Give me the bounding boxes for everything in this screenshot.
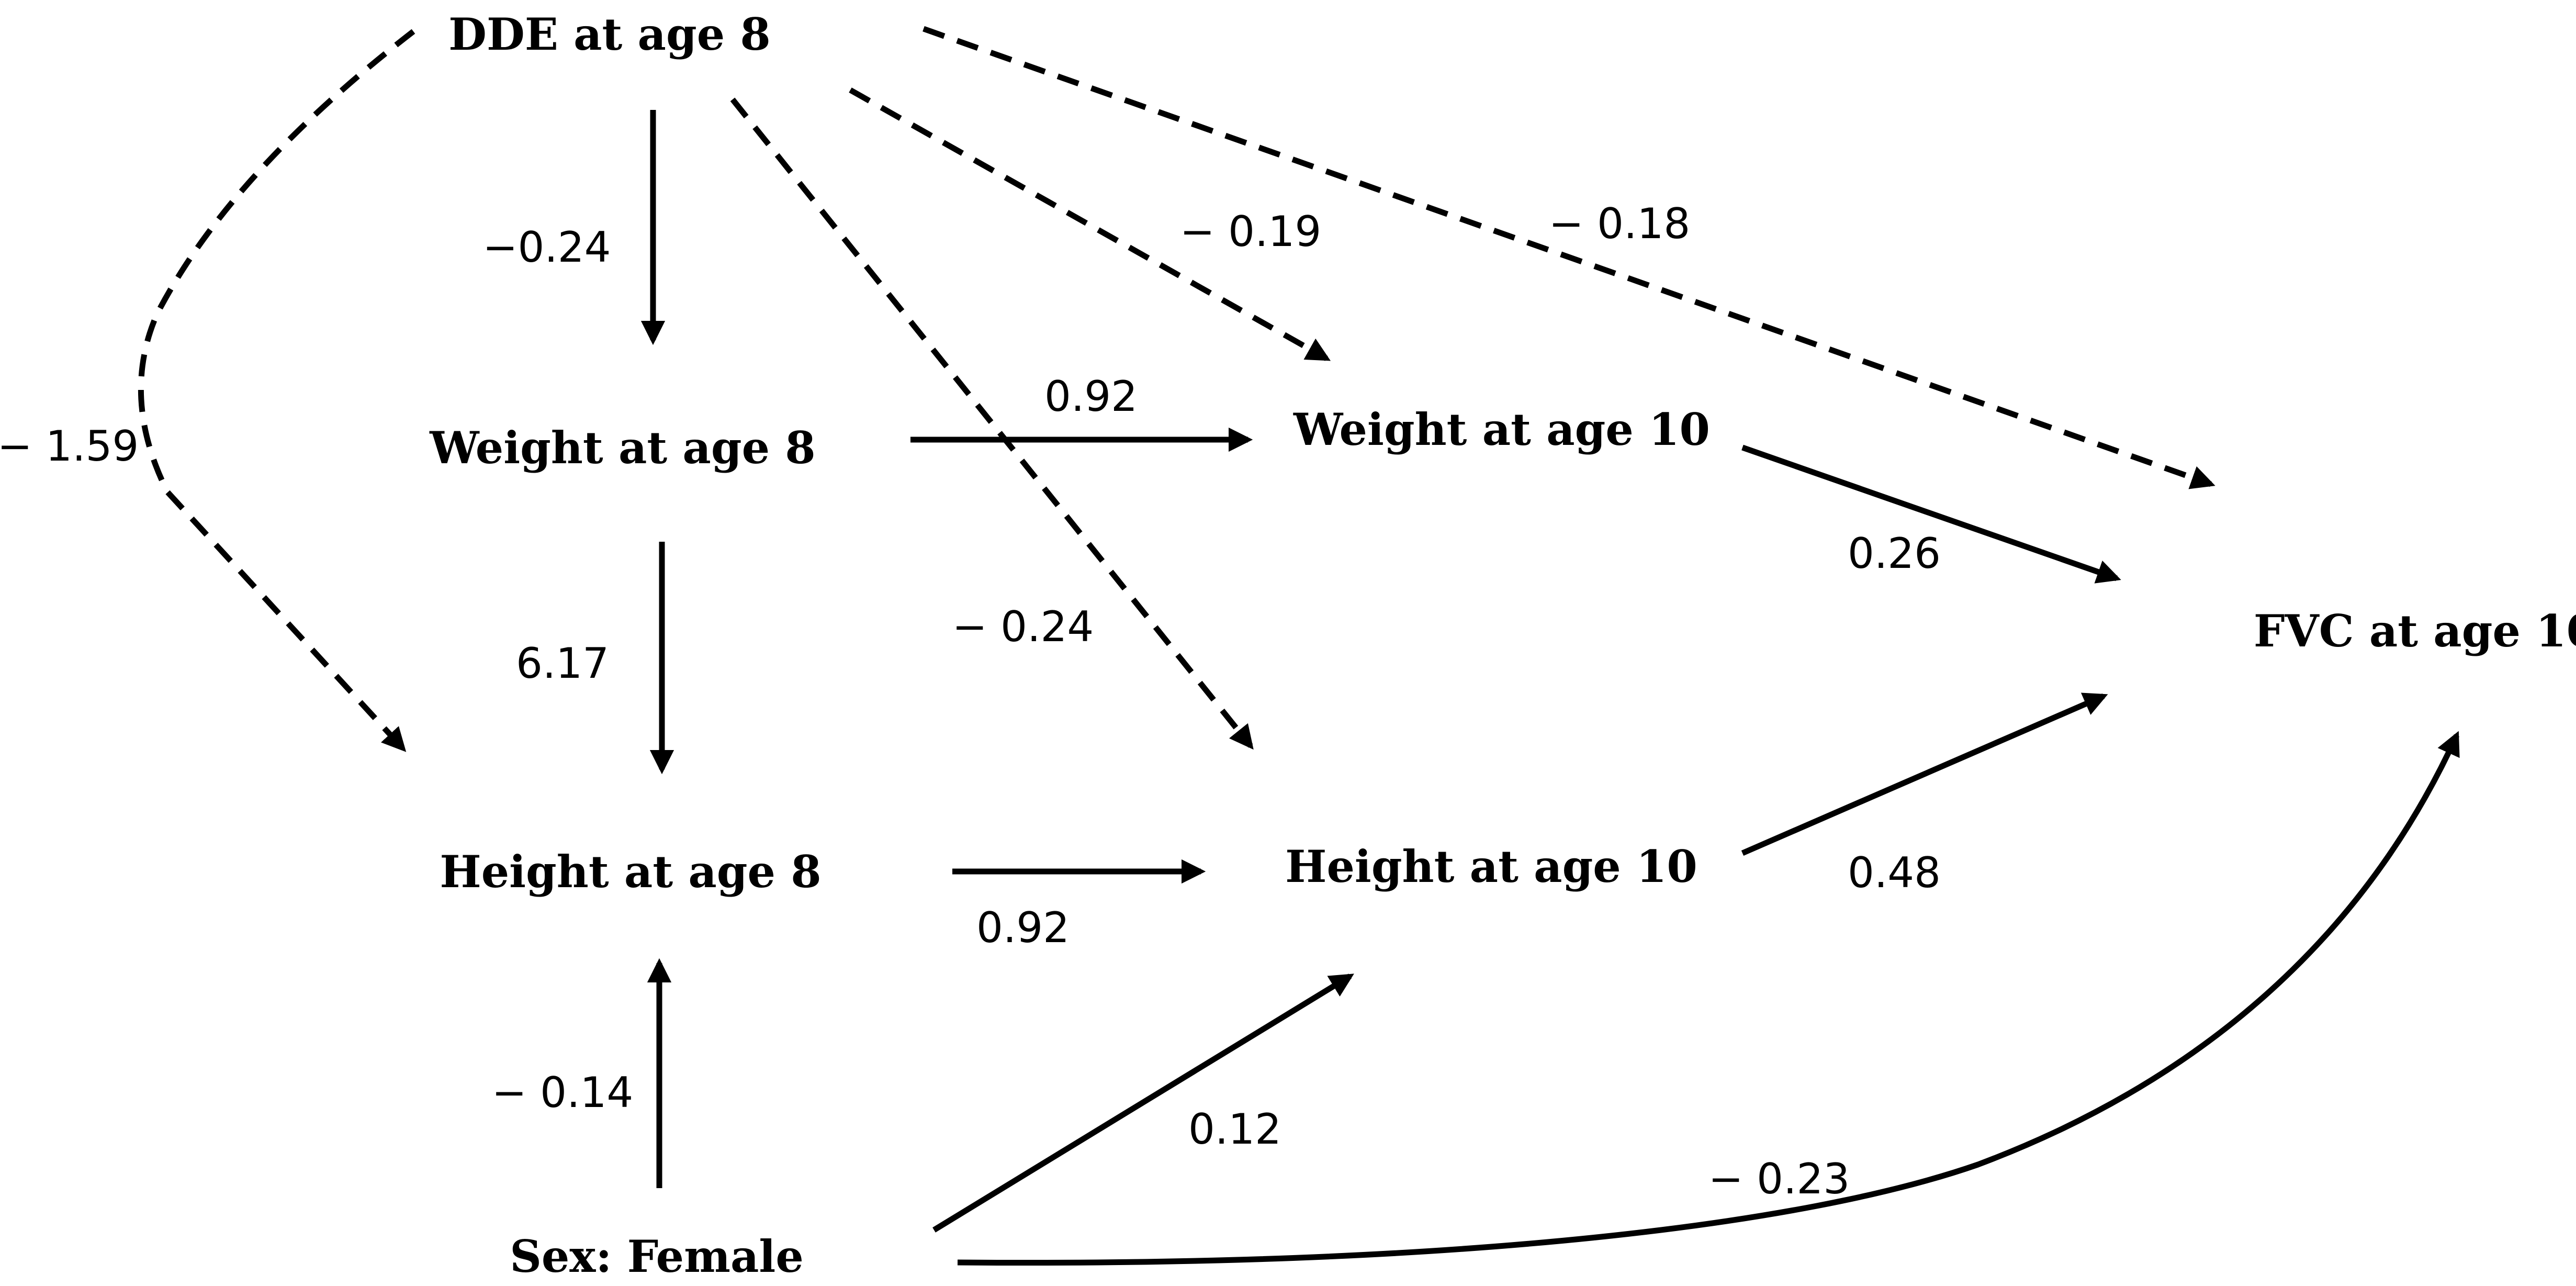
coef-weight8-weight10: 0.92 <box>1044 372 1138 421</box>
edge-dde8-weight10 <box>849 87 1331 361</box>
coef-dde8-height8: − 1.59 <box>0 422 139 471</box>
node-dde-age8: DDE at age 8 <box>448 8 771 60</box>
coef-dde8-fvc10: − 0.18 <box>1549 199 1691 248</box>
coef-weight10-fvc10: 0.26 <box>1848 529 1941 578</box>
edge-sex-height10 <box>932 974 1354 1233</box>
node-weight-age10: Weight at age 10 <box>1293 404 1710 455</box>
node-height-age10: Height at age 10 <box>1285 841 1697 892</box>
edge-dde8-height10 <box>730 97 1254 750</box>
edge-sex-fvc10 <box>957 731 2460 1266</box>
edge-height10-fvc10 <box>1741 692 2108 856</box>
coef-dde8-weight10: − 0.19 <box>1180 207 1322 256</box>
edge-dde8-height8 <box>138 29 415 752</box>
node-sex-female: Sex: Female <box>510 1231 804 1282</box>
coef-weight8-height8: 6.17 <box>516 639 609 688</box>
coef-height8-height10: 0.92 <box>976 903 1070 952</box>
coef-sex-height10: 0.12 <box>1188 1105 1281 1154</box>
coef-dde8-height10: − 0.24 <box>952 602 1094 651</box>
edge-weight10-fvc10 <box>1741 444 2121 584</box>
coef-dde8-weight8: −0.24 <box>482 223 611 272</box>
node-weight-age8: Weight at age 8 <box>429 422 815 474</box>
coef-sex-height8: − 0.14 <box>492 1068 634 1117</box>
coef-height10-fvc10: 0.48 <box>1848 848 1941 897</box>
node-fvc-age10: FVC at age 10 <box>2254 605 2576 657</box>
coef-sex-fvc10: − 0.23 <box>1708 1155 1850 1203</box>
edge-dde8-fvc10 <box>923 26 2215 489</box>
node-height-age8: Height at age 8 <box>440 846 821 898</box>
